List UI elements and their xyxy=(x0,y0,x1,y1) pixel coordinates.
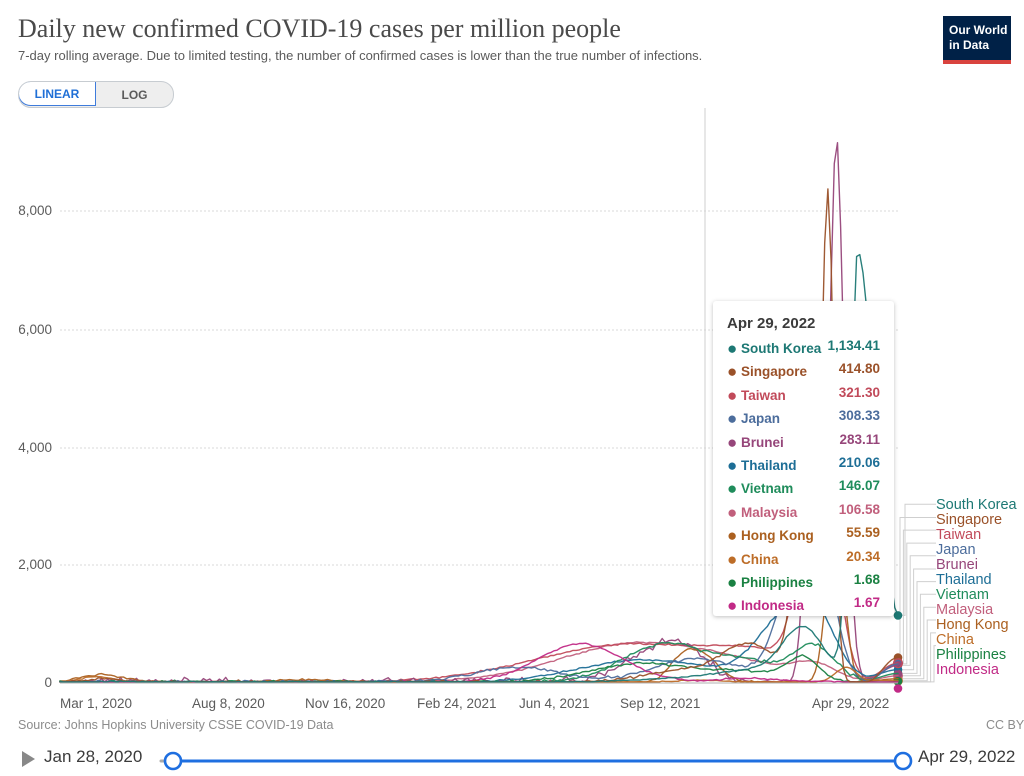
svg-text:Apr 29, 2022: Apr 29, 2022 xyxy=(812,696,889,711)
svg-text:0: 0 xyxy=(44,675,52,690)
svg-text:6,000: 6,000 xyxy=(18,322,52,337)
svg-text:4,000: 4,000 xyxy=(18,440,52,455)
svg-text:Mar 1, 2020: Mar 1, 2020 xyxy=(60,696,132,711)
svg-text:2,000: 2,000 xyxy=(18,557,52,572)
svg-text:Nov 16, 2020: Nov 16, 2020 xyxy=(305,696,385,711)
svg-text:8,000: 8,000 xyxy=(18,203,52,218)
svg-text:Feb 24, 2021: Feb 24, 2021 xyxy=(417,696,497,711)
svg-text:Sep 12, 2021: Sep 12, 2021 xyxy=(620,696,700,711)
svg-text:Jun 4, 2021: Jun 4, 2021 xyxy=(519,696,590,711)
svg-text:Aug 8, 2020: Aug 8, 2020 xyxy=(192,696,265,711)
